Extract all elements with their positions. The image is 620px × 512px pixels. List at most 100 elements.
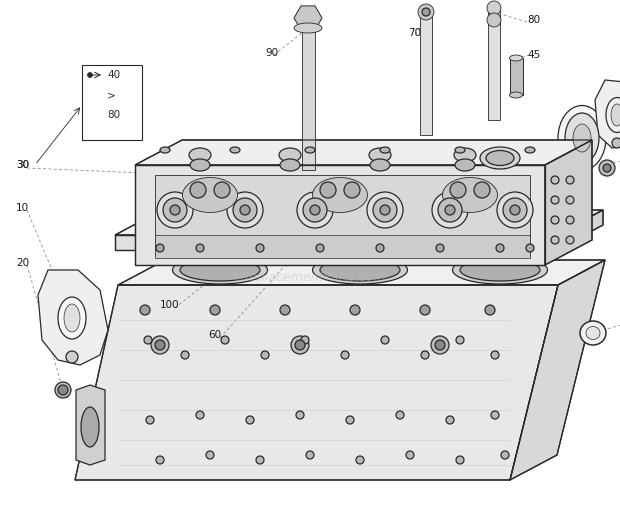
Text: 40: 40 — [107, 70, 120, 80]
Circle shape — [436, 244, 444, 252]
Ellipse shape — [189, 148, 211, 162]
Circle shape — [492, 245, 498, 251]
Circle shape — [346, 416, 354, 424]
Ellipse shape — [454, 148, 476, 162]
Circle shape — [156, 456, 164, 464]
Ellipse shape — [312, 178, 368, 212]
Circle shape — [256, 456, 264, 464]
Circle shape — [291, 245, 298, 251]
Circle shape — [285, 217, 295, 227]
Circle shape — [214, 182, 230, 198]
Circle shape — [432, 192, 468, 228]
Circle shape — [380, 205, 390, 215]
Ellipse shape — [455, 159, 475, 171]
Circle shape — [181, 351, 189, 359]
Circle shape — [66, 351, 78, 363]
Polygon shape — [510, 58, 523, 95]
Circle shape — [612, 138, 620, 148]
Text: 20: 20 — [16, 258, 29, 268]
Circle shape — [163, 198, 187, 222]
Polygon shape — [118, 260, 605, 285]
Circle shape — [431, 336, 449, 354]
Circle shape — [210, 305, 220, 315]
Text: 30: 30 — [16, 160, 29, 170]
Circle shape — [438, 198, 462, 222]
Circle shape — [495, 233, 505, 243]
Circle shape — [310, 205, 320, 215]
Circle shape — [446, 416, 454, 424]
Circle shape — [532, 217, 542, 227]
Circle shape — [599, 160, 615, 176]
Text: 30: 30 — [16, 160, 29, 170]
Circle shape — [425, 217, 435, 227]
Circle shape — [456, 336, 464, 344]
Circle shape — [350, 305, 360, 315]
Circle shape — [450, 182, 466, 198]
Ellipse shape — [230, 147, 240, 153]
Ellipse shape — [486, 151, 514, 165]
Circle shape — [487, 13, 501, 27]
Circle shape — [501, 451, 509, 459]
Circle shape — [456, 456, 464, 464]
Circle shape — [566, 196, 574, 204]
Ellipse shape — [81, 407, 99, 447]
Ellipse shape — [580, 321, 606, 345]
Circle shape — [197, 231, 203, 239]
Polygon shape — [82, 65, 142, 140]
Text: 60: 60 — [208, 330, 221, 340]
Circle shape — [532, 233, 542, 243]
Polygon shape — [38, 270, 108, 365]
Circle shape — [87, 73, 92, 77]
Circle shape — [344, 182, 360, 198]
Circle shape — [236, 224, 244, 231]
Circle shape — [296, 411, 304, 419]
Circle shape — [192, 245, 198, 251]
Circle shape — [376, 244, 384, 252]
Ellipse shape — [180, 215, 255, 235]
Circle shape — [301, 336, 309, 344]
Ellipse shape — [279, 148, 301, 162]
Ellipse shape — [58, 297, 86, 339]
Circle shape — [320, 182, 336, 198]
Ellipse shape — [611, 104, 620, 126]
Circle shape — [503, 198, 527, 222]
Circle shape — [316, 244, 324, 252]
Ellipse shape — [312, 256, 407, 284]
Ellipse shape — [369, 148, 391, 162]
Circle shape — [261, 351, 269, 359]
Ellipse shape — [294, 23, 322, 33]
Text: 70: 70 — [408, 28, 421, 38]
Circle shape — [510, 205, 520, 215]
Text: 80: 80 — [107, 110, 120, 120]
Circle shape — [196, 244, 204, 252]
Circle shape — [406, 451, 414, 459]
Circle shape — [418, 4, 434, 20]
Circle shape — [355, 217, 365, 227]
Circle shape — [213, 217, 223, 227]
Circle shape — [446, 231, 453, 239]
Circle shape — [421, 351, 429, 359]
Circle shape — [495, 217, 505, 227]
Circle shape — [206, 451, 214, 459]
Circle shape — [146, 416, 154, 424]
Circle shape — [485, 305, 495, 315]
Ellipse shape — [320, 259, 400, 281]
Ellipse shape — [565, 113, 599, 163]
Ellipse shape — [510, 92, 523, 98]
Circle shape — [367, 192, 403, 228]
Text: 10: 10 — [16, 203, 29, 213]
Circle shape — [566, 236, 574, 244]
Text: 45: 45 — [527, 50, 540, 60]
Circle shape — [445, 205, 455, 215]
Circle shape — [151, 336, 169, 354]
Circle shape — [277, 231, 283, 239]
Circle shape — [246, 416, 254, 424]
Circle shape — [366, 231, 373, 239]
Ellipse shape — [463, 215, 538, 235]
Circle shape — [373, 198, 397, 222]
Circle shape — [233, 198, 257, 222]
Ellipse shape — [160, 147, 170, 153]
Circle shape — [196, 411, 204, 419]
Ellipse shape — [510, 55, 523, 61]
Polygon shape — [510, 260, 605, 480]
